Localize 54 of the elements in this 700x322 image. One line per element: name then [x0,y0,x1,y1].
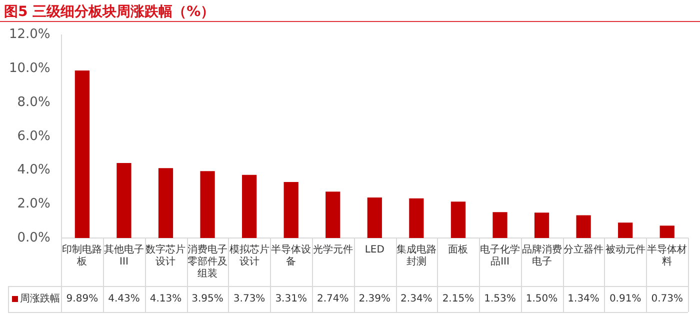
data-label: 3.31% [275,294,307,305]
chart-title: 图5 三级细分板块周涨跌幅（%） [4,3,215,21]
bar [576,215,591,238]
bar [116,162,132,238]
y-tick-label: 6.0% [17,128,50,144]
data-label: 1.53% [484,294,516,305]
legend-label: 周涨跌幅 [20,292,60,305]
bar [660,226,674,238]
x-tick-label: 分立器件 [564,244,604,256]
x-tick-label: 半导体设备 [271,244,312,268]
y-tick-label: 10.0% [8,61,50,76]
data-label: 2.15% [442,294,474,305]
data-label: 1.34% [568,294,600,305]
data-label: 4.43% [108,294,140,305]
data-label: 0.73% [651,294,683,305]
bar [367,198,382,238]
data-label: 3.73% [233,294,266,305]
data-label: 9.89% [66,294,98,305]
bar [450,202,466,238]
bar [200,171,215,238]
bar [158,168,174,238]
x-tick-label: 面板 [448,244,468,256]
x-tick-label: 品牌消费电子 [522,244,562,268]
x-tick-label: 光学元件 [312,244,353,256]
x-tick-label: 模拟芯片设计 [229,244,270,268]
y-tick-label: 0.0% [17,230,50,246]
data-label: 2.34% [400,294,432,305]
y-tick-label: 2.0% [17,196,50,212]
bar [618,222,633,238]
bar [326,192,340,238]
bar [534,212,550,238]
x-tick-label: 电子化学品III [480,244,520,268]
x-tick-label: 被动元件 [605,244,646,256]
data-label: 1.50% [526,294,558,305]
y-tick-label: 12.0% [8,27,50,42]
bar [242,174,257,238]
x-tick-label: LED [364,244,385,256]
data-label: 4.13% [150,294,182,305]
x-tick-label: 数字芯片设计 [146,244,186,268]
y-tick-label: 4.0% [17,162,50,178]
data-label: 3.95% [192,294,224,305]
data-label: 2.74% [316,294,349,305]
x-tick-label: 半导体材料 [647,244,688,268]
y-tick-label: 8.0% [17,94,50,110]
data-label: 0.91% [609,294,642,305]
data-label: 2.39% [358,294,391,305]
bar [409,198,424,238]
bar [284,182,298,238]
bar [492,212,508,238]
x-tick-label: 印制电路板 [62,244,102,268]
bar [74,70,90,238]
x-tick-label: 其他电子III [104,244,144,268]
x-tick-label: 集成电路封测 [396,244,436,268]
x-tick-label: 消费电子零部件及组装 [188,244,228,280]
